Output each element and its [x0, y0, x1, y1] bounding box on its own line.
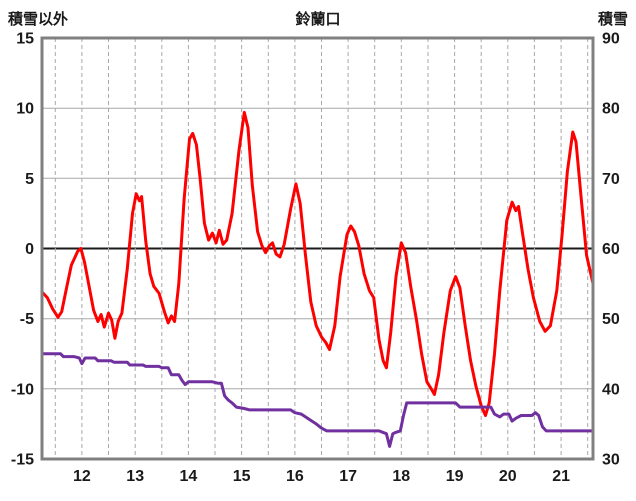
right-axis-tick-label: 30: [602, 452, 620, 469]
temperature-line: [40, 110, 595, 417]
right-axis-tick-label: 90: [602, 31, 620, 48]
x-axis-tick-label: 19: [446, 468, 464, 485]
left-axis-tick-label: -15: [11, 452, 34, 469]
snow-depth-line: [40, 352, 595, 448]
x-axis-tick-label: 21: [552, 468, 570, 485]
x-axis-tick-label: 15: [233, 468, 251, 485]
x-axis-tick-label: 17: [339, 468, 357, 485]
right-axis-tick-label: 50: [602, 311, 620, 328]
x-axis-tick-label: 13: [126, 468, 144, 485]
right-axis-tick-label: 80: [602, 101, 620, 118]
left-axis-tick-label: -10: [11, 381, 34, 398]
chart-title: 鈴蘭口: [295, 11, 341, 28]
left-axis-tick-label: -5: [20, 311, 34, 328]
x-axis-tick-label: 18: [392, 468, 410, 485]
right-axis-tick-label: 40: [602, 381, 620, 398]
right-axis-tick-label: 60: [602, 241, 620, 258]
x-axis-tick-label: 12: [73, 468, 91, 485]
left-axis-tick-label: 10: [16, 101, 34, 118]
right-axis-tick-label: 70: [602, 171, 620, 188]
x-axis-tick-label: 16: [286, 468, 304, 485]
left-axis-title: 積雪以外: [8, 11, 69, 28]
x-axis-tick-label: 14: [180, 468, 198, 485]
left-axis-tick-label: 0: [25, 241, 34, 258]
x-axis-tick-label: 20: [499, 468, 517, 485]
left-axis-tick-label: 5: [25, 171, 34, 188]
plot-frame: [40, 36, 595, 461]
left-axis-tick-label: 15: [16, 31, 34, 48]
right-axis-title: 積雪: [597, 11, 628, 28]
